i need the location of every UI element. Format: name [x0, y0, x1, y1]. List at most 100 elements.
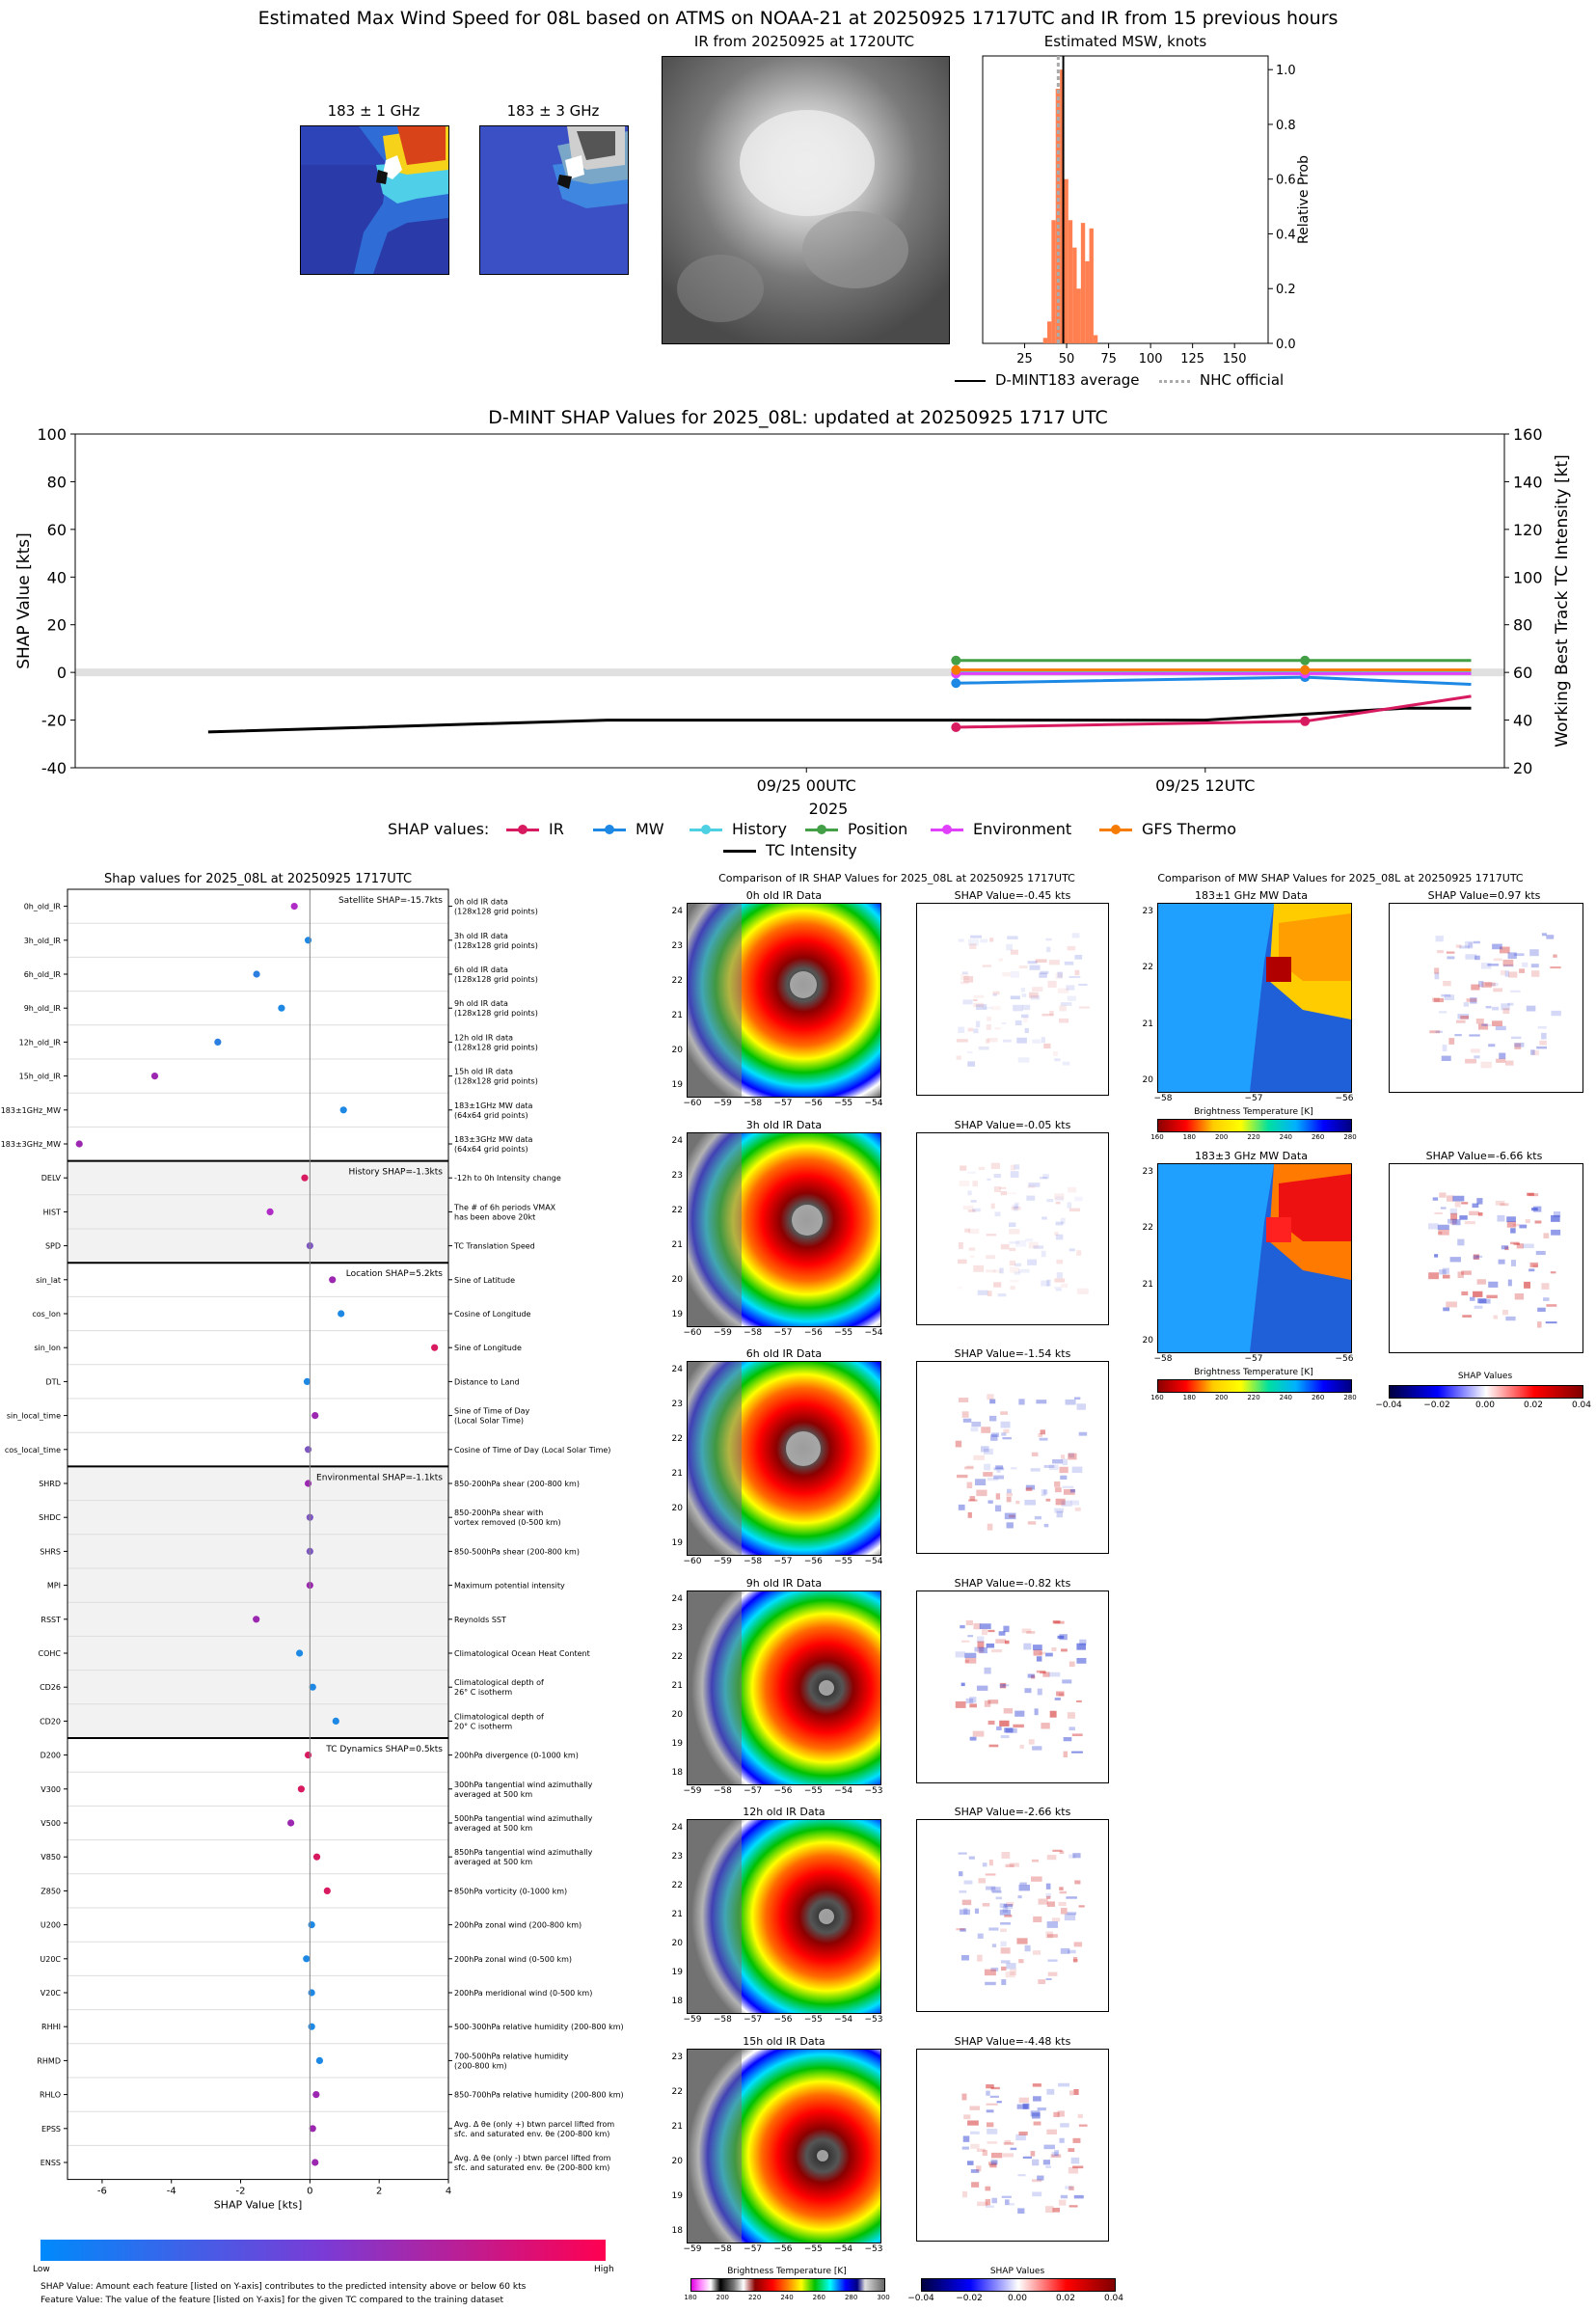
mw-bt-tick: 260 — [1311, 1394, 1325, 1401]
ts-legend-label: MW — [636, 820, 664, 838]
mw-bt-tick: 240 — [1279, 1394, 1293, 1401]
mw1-title: 183 ± 1 GHz — [327, 102, 420, 120]
axis-xtick-label: −55 — [803, 1785, 823, 1796]
axis-xtick-label: −58 — [713, 1785, 732, 1796]
axis-ytick-label: 19 — [671, 1309, 683, 1319]
swarm-feature-name: EPSS — [41, 2125, 61, 2134]
ts-legend-marker — [605, 825, 614, 834]
swarm-feature-desc: 0h old IR data — [454, 898, 508, 907]
swarm-feature-name: 9h_old_IR — [24, 1004, 62, 1013]
hist-bar — [1085, 260, 1090, 343]
mw-bt-label: Brightness Temperature [K] — [1194, 1368, 1313, 1377]
axis-ytick-label: 24 — [671, 1135, 683, 1146]
ir-bt-tick: 220 — [747, 2294, 762, 2301]
axis-xtick-label: −58 — [744, 1327, 763, 1338]
ir-sv-tick: −0.04 — [907, 2294, 934, 2303]
mw-data-image — [1157, 903, 1352, 1093]
ir-row-title: 6h old IR Data — [745, 1347, 823, 1360]
hist-frame — [982, 55, 1269, 344]
ts-ytick-label: 40 — [47, 568, 67, 586]
swarm-feature-desc: (Local Solar Time) — [454, 1417, 524, 1426]
ts-legend-label: Position — [848, 820, 908, 838]
swarm-feature-name: DELV — [41, 1174, 62, 1183]
shap-feature-colorbar — [41, 2240, 606, 2261]
axis-xtick-label: −57 — [1244, 1354, 1263, 1364]
mw-sv-tick: −0.02 — [1423, 1400, 1450, 1410]
axis-xtick-label: −58 — [1153, 1094, 1173, 1103]
swarm-point-9h_old_IR — [278, 1004, 285, 1012]
mw-bt-label: Brightness Temperature [K] — [1194, 1107, 1313, 1117]
hist-title: Estimated MSW, knots — [1043, 33, 1207, 50]
swarm-point-RSST — [253, 1616, 260, 1623]
legend-nhc-label: NHC official — [1200, 371, 1285, 389]
mw-bt-tick: 180 — [1182, 1394, 1197, 1401]
swarm-point-1833GHz_MW — [75, 1140, 83, 1148]
axis-xtick-label: −59 — [683, 2243, 702, 2254]
swarm-feature-desc: (128x128 grid points) — [454, 1043, 538, 1051]
swarm-xtick-label: -4 — [167, 2187, 176, 2197]
mw-bt-tick: 280 — [1343, 1133, 1357, 1141]
swarm-feature-desc: Distance to Land — [454, 1377, 520, 1386]
ir-shap-title: SHAP Value=-0.05 kts — [954, 1118, 1071, 1131]
mw-sv-tick: 0.04 — [1571, 1400, 1592, 1410]
swarm-feature-name: V850 — [41, 1853, 61, 1862]
ts-ytick-label: -40 — [41, 759, 67, 777]
axis-ytick-label: 20 — [671, 1939, 683, 1948]
ir-shap-title: SHAP Value=-0.82 kts — [954, 1576, 1071, 1590]
swarm-feature-name: 12h_old_IR — [19, 1038, 62, 1047]
ts-legend-marker — [942, 825, 952, 834]
axis-ytick-label: 19 — [671, 1738, 683, 1749]
hist-bar — [1076, 288, 1081, 343]
swarm-feature-desc: 200hPa meridional wind (0-500 km) — [454, 1989, 592, 1998]
swarm-feature-desc: Sine of Longitude — [454, 1344, 522, 1352]
ir-data-image — [687, 1819, 881, 2014]
swarm-feature-desc: 9h old IR data — [454, 999, 508, 1008]
axis-xtick-label: −56 — [773, 1785, 793, 1796]
axis-xtick-label: −55 — [834, 1327, 853, 1338]
shap-heatmap — [916, 1819, 1109, 2012]
swarm-feature-name: 183±1GHz_MW — [1, 1106, 61, 1115]
mw-bt-tick: 200 — [1214, 1394, 1229, 1401]
swarm-feature-desc: 850-700hPa relative humidity (200-800 km… — [454, 2091, 624, 2100]
axis-ytick-label: 21 — [671, 1680, 683, 1691]
ts-y2tick-label: 160 — [1513, 425, 1543, 444]
mw-bt-tick: 180 — [1182, 1133, 1197, 1141]
swarm-group-label: Satellite SHAP=-15.7kts — [338, 896, 443, 906]
hist-xtick-label: 75 — [1100, 352, 1117, 367]
axis-xtick-label: −58 — [744, 1099, 763, 1108]
axis-ytick-label: 20 — [1142, 1075, 1153, 1085]
ir-data-image — [687, 1361, 881, 1556]
ts-series-line-ir — [956, 694, 1472, 729]
ts-ytick-label: 0 — [57, 664, 67, 682]
swarm-feature-name: sin_local_time — [7, 1412, 61, 1421]
mw-bt-tick: 160 — [1150, 1133, 1164, 1141]
swarm-point-DTL — [303, 1377, 311, 1385]
shap-timeseries: -40 -20 0 20 40 60 80 100 20 40 60 80 100 120 140 160 09… — [14, 425, 1572, 818]
hist-ytick-label: 0.2 — [1276, 283, 1296, 297]
axis-xtick-label: −59 — [713, 1327, 732, 1338]
swarm-feature-desc: 3h old IR data — [454, 932, 508, 940]
ts-ytick-label: 20 — [47, 616, 67, 635]
axis-ytick-label: 21 — [671, 1469, 683, 1479]
ir-bt-tick: 240 — [780, 2294, 794, 2301]
axis-ytick-label: 23 — [671, 1170, 683, 1181]
swarm-point-sin_local_time — [311, 1412, 319, 1420]
colorbar-high: High — [594, 2265, 614, 2274]
axis-ytick-label: 19 — [671, 1080, 683, 1090]
ir-row-title: 15h old IR Data — [743, 2034, 825, 2048]
swarm-feature-name: DTL — [45, 1377, 61, 1386]
swarm-xtick-label: 4 — [446, 2187, 451, 2197]
axis-xtick-label: −57 — [773, 1099, 793, 1108]
swarm-point-V850 — [312, 1853, 321, 1861]
swarm-point-15h_old_IR — [150, 1073, 159, 1080]
ir-sv-tick: 0.04 — [1103, 2294, 1124, 2303]
shap-heatmap — [916, 1361, 1109, 1554]
shap-heatmap — [916, 2048, 1109, 2242]
ts-xtick-label: 09/25 12UTC — [1155, 776, 1255, 795]
mw-data-image — [1157, 1163, 1352, 1353]
swarm-feature-desc: vortex removed (0-500 km) — [454, 1518, 561, 1527]
axis-xtick-label: −55 — [834, 1557, 853, 1566]
shap-summary-plot: Satellite SHAP=-15.7kts 0h_old_IR 0h old I… — [1, 888, 624, 2212]
swarm-feature-name: RHLO — [40, 2091, 61, 2100]
swarm-point-D200 — [304, 1752, 312, 1759]
